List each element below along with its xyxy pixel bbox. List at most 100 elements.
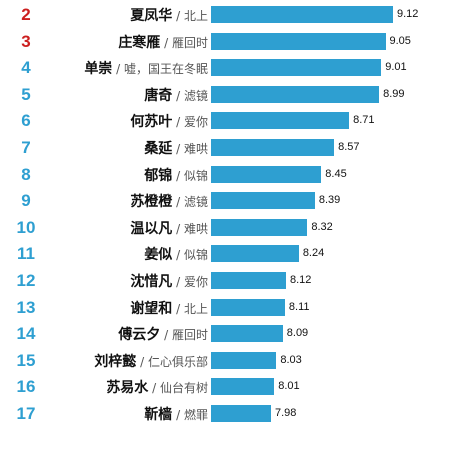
rank-number: 5: [21, 84, 31, 104]
work-title: 燃罪: [183, 408, 208, 422]
score-bar: [211, 325, 283, 343]
work-title: 北上: [183, 301, 208, 316]
row-label: 单崇 / 嘘，国王在冬眠: [84, 57, 208, 78]
work-title: 雁回时: [171, 35, 208, 50]
score-bar: [211, 165, 322, 183]
chart-row: 14 傅云夕 / 雁回时 8.09: [0, 323, 450, 344]
character-name: 刘梓懿: [94, 353, 137, 370]
label-separator: /: [172, 301, 184, 316]
row-label: 姜似 / 似锦: [144, 243, 208, 264]
character-name: 沈惜凡: [130, 274, 173, 290]
score-value: 8.09: [286, 327, 309, 340]
rank-number: 12: [16, 271, 36, 290]
chart-row: 7 桑延 / 难哄 8.57: [0, 137, 450, 158]
chart-row: 4 单崇 / 嘘，国王在冬眠 9.01: [0, 57, 450, 78]
chart-row: 3 庄寒雁 / 雁回时 9.05: [0, 31, 450, 52]
score-bar: [211, 272, 286, 289]
row-label: 何苏叶 / 爱你: [130, 110, 208, 131]
label-separator: /: [148, 381, 160, 396]
row-label: 苏橙橙 / 滤镜: [130, 190, 208, 211]
character-name: 单崇: [84, 61, 113, 78]
label-separator: /: [172, 88, 184, 103]
chart-row: 2 夏凤华 / 北上 9.12: [0, 4, 450, 25]
score-value: 8.39: [318, 194, 341, 207]
work-title: 滤镜: [183, 195, 208, 210]
row-label: 桑延 / 难哄: [144, 137, 208, 158]
work-title: 嘘，国王在冬眠: [123, 62, 208, 77]
rank-number: 17: [16, 404, 36, 423]
score-value: 8.45: [325, 167, 347, 180]
work-title: 北上: [183, 9, 208, 23]
row-label: 唐奇 / 滤镜: [144, 84, 208, 105]
chart-row: 13 谢望和 / 北上 8.11: [0, 297, 450, 318]
rank-number: 8: [21, 164, 31, 184]
score-value: 8.24: [302, 247, 325, 260]
score-value: 9.01: [385, 61, 407, 74]
label-separator: /: [172, 115, 184, 130]
chart-row: 16 苏易水 / 仙台有树 8.01: [0, 376, 450, 397]
score-value: 9.12: [397, 8, 419, 20]
label-separator: /: [160, 328, 172, 343]
work-title: 似锦: [183, 248, 208, 263]
rank-number: 4: [21, 58, 31, 78]
row-label: 庄寒雁 / 雁回时: [118, 31, 208, 52]
label-separator: /: [172, 275, 184, 289]
score-value: 8.32: [311, 220, 333, 233]
rank-number: 2: [21, 5, 31, 24]
chart-row: 10 温以凡 / 难哄 8.32: [0, 217, 450, 238]
label-separator: /: [112, 62, 124, 77]
score-bar: [211, 378, 275, 396]
work-title: 难哄: [183, 221, 208, 236]
character-name: 姜似: [144, 247, 173, 264]
label-separator: /: [172, 9, 184, 23]
character-name: 夏凤华: [130, 8, 173, 24]
score-bar: [211, 405, 271, 422]
label-separator: /: [172, 168, 184, 183]
chart-row: 12 沈惜凡 / 爱你 8.12: [0, 270, 450, 291]
rank-number: 6: [21, 111, 31, 131]
work-title: 爱你: [183, 275, 208, 289]
character-name: 靳樯: [144, 407, 173, 423]
score-value: 8.99: [383, 87, 405, 100]
work-title: 雁回时: [171, 328, 208, 343]
work-title: 爱你: [183, 115, 208, 130]
score-bar: [211, 59, 382, 77]
work-title: 似锦: [183, 168, 208, 183]
character-name: 苏易水: [106, 380, 149, 397]
work-title: 滤镜: [183, 88, 208, 103]
chart-row: 11 姜似 / 似锦 8.24: [0, 243, 450, 264]
rank-number: 15: [16, 350, 36, 370]
score-bar: [211, 192, 315, 210]
chart-row: 9 苏橙橙 / 滤镜 8.39: [0, 190, 450, 211]
row-label: 沈惜凡 / 爱你: [130, 270, 208, 291]
row-label: 苏易水 / 仙台有树: [106, 376, 208, 397]
work-title: 难哄: [183, 142, 208, 156]
score-value: 8.11: [288, 300, 310, 313]
chart-row: 17 靳樯 / 燃罪 7.98: [0, 403, 450, 424]
score-value: 8.71: [353, 114, 375, 127]
character-name: 苏橙橙: [130, 194, 173, 211]
character-name: 庄寒雁: [118, 34, 161, 51]
chart-row: 15 刘梓懿 / 仁心俱乐部 8.03: [0, 350, 450, 371]
rank-number: 16: [16, 377, 36, 397]
score-bar: [211, 298, 285, 316]
character-name: 何苏叶: [130, 114, 173, 131]
rank-number: 10: [16, 217, 36, 237]
character-name: 桑延: [144, 141, 173, 157]
score-value: 8.12: [289, 274, 312, 286]
row-label: 傅云夕 / 雁回时: [118, 323, 208, 344]
score-value: 9.05: [389, 34, 411, 47]
score-bar: [211, 139, 335, 156]
rank-number: 3: [21, 31, 31, 51]
label-separator: /: [172, 195, 184, 210]
rank-number: 13: [16, 297, 36, 317]
chart-row: 8 郁锦 / 似锦 8.45: [0, 164, 450, 185]
row-label: 靳樯 / 燃罪: [144, 403, 208, 424]
row-label: 谢望和 / 北上: [130, 297, 208, 318]
rank-number: 7: [21, 138, 31, 157]
label-separator: /: [160, 35, 172, 50]
row-label: 郁锦 / 似锦: [144, 164, 208, 185]
score-value: 8.57: [338, 141, 360, 153]
score-bar: [211, 6, 393, 23]
row-label: 夏凤华 / 北上: [130, 4, 208, 25]
